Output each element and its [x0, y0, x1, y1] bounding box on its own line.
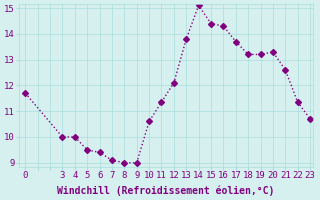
X-axis label: Windchill (Refroidissement éolien,°C): Windchill (Refroidissement éolien,°C)	[57, 185, 275, 196]
